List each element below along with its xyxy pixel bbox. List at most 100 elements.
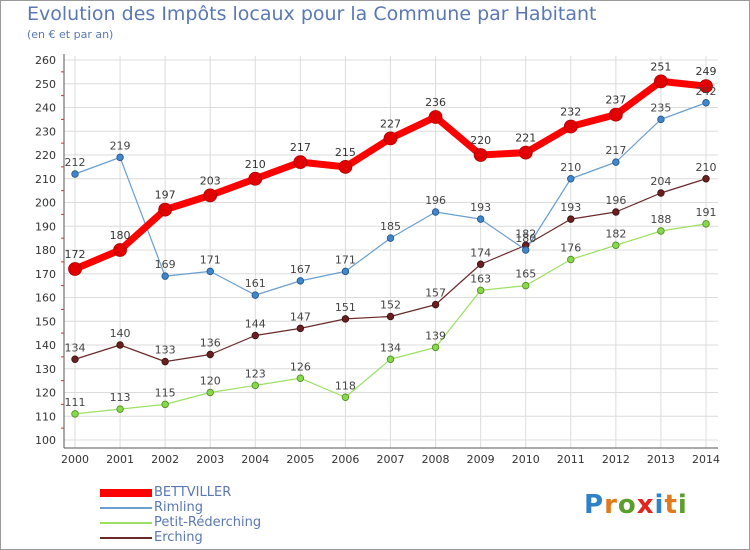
data-label-erching: 196 <box>605 194 626 207</box>
data-point-petit_rederching <box>476 286 485 295</box>
data-point-rimling <box>386 234 395 242</box>
y-tick-label: 240 <box>35 102 56 115</box>
data-point-bettviller <box>293 155 308 170</box>
data-label-erching: 157 <box>425 287 446 300</box>
data-point-rimling <box>206 267 214 276</box>
data-point-petit_rederching <box>702 220 710 228</box>
data-point-bettviller <box>473 148 488 162</box>
data-point-rimling <box>71 170 79 178</box>
data-label-bettviller: 180 <box>110 229 131 242</box>
data-label-petit_rederching: 120 <box>200 375 221 388</box>
chart-title: Evolution des Impôts locaux pour la Comm… <box>27 3 597 25</box>
y-tick-label: 120 <box>35 387 56 400</box>
data-label-petit_rederching: 111 <box>65 396 86 409</box>
data-label-erching: 134 <box>65 341 86 354</box>
logo-letter: i <box>677 490 688 520</box>
x-tick-label: 2010 <box>512 453 540 466</box>
data-label-bettviller: 215 <box>335 146 356 159</box>
data-label-petit_rederching: 139 <box>425 329 446 342</box>
data-point-bettviller <box>248 171 263 186</box>
data-point-rimling <box>296 277 305 285</box>
data-label-rimling: 235 <box>650 101 671 114</box>
data-point-bettviller <box>699 79 713 94</box>
data-point-bettviller <box>518 145 533 160</box>
data-label-petit_rederching: 134 <box>380 341 401 354</box>
data-label-erching: 144 <box>245 318 266 331</box>
chart-subtitle: (en € et par an) <box>27 28 114 41</box>
data-label-rimling: 169 <box>155 258 176 271</box>
data-point-erching <box>612 208 620 216</box>
data-point-erching <box>567 215 575 223</box>
y-tick-label: 250 <box>35 78 56 91</box>
data-label-bettviller: 227 <box>380 117 401 130</box>
x-tick-label: 2003 <box>196 453 224 466</box>
data-label-bettviller: 237 <box>605 94 626 107</box>
x-tick-label: 2002 <box>151 453 179 466</box>
data-point-petit_rederching <box>296 374 305 382</box>
x-tick-label: 2012 <box>602 453 630 466</box>
y-tick-label: 160 <box>35 292 56 305</box>
data-point-rimling <box>476 215 485 223</box>
data-label-rimling: 161 <box>245 277 266 290</box>
data-point-bettviller <box>338 159 353 174</box>
data-label-petit_rederching: 163 <box>470 272 491 285</box>
data-point-erching <box>341 315 350 323</box>
data-point-petit_rederching <box>341 393 350 401</box>
data-label-bettviller: 172 <box>65 248 86 261</box>
data-point-erching <box>657 189 665 197</box>
legend-label: BETTVILLER <box>154 485 232 500</box>
y-tick-label: 200 <box>35 197 56 210</box>
y-tick-label: 110 <box>35 410 56 423</box>
y-tick-label: 220 <box>35 149 56 162</box>
data-label-rimling: 212 <box>65 156 86 169</box>
data-label-rimling: 167 <box>290 263 311 276</box>
data-label-erching: 174 <box>470 246 491 259</box>
data-label-rimling: 217 <box>605 144 626 157</box>
data-point-bettviller <box>383 131 398 146</box>
y-tick-label: 100 <box>35 434 56 447</box>
legend-swatch <box>100 522 152 524</box>
data-label-rimling: 196 <box>425 194 446 207</box>
data-point-rimling <box>161 272 169 280</box>
data-label-bettviller: 217 <box>290 141 311 154</box>
data-label-petit_rederching: 123 <box>245 367 266 380</box>
proxiti-logo: Proxiti <box>584 490 688 520</box>
data-point-erching <box>206 350 214 359</box>
legend-label: Petit-Réderching <box>154 515 262 530</box>
logo-letter: x <box>636 490 655 520</box>
data-point-rimling <box>116 153 124 162</box>
data-point-petit_rederching <box>206 388 214 397</box>
x-tick-label: 2004 <box>241 453 269 466</box>
data-label-petit_rederching: 188 <box>650 213 671 226</box>
legend-label: Erching <box>154 530 203 545</box>
data-label-erching: 193 <box>560 201 581 214</box>
data-point-erching <box>161 357 169 366</box>
data-point-rimling <box>612 158 620 166</box>
data-point-rimling <box>431 208 440 216</box>
data-label-erching: 140 <box>110 327 131 340</box>
data-point-petit_rederching <box>386 355 395 363</box>
legend-swatch <box>100 489 152 497</box>
data-point-bettviller <box>428 110 443 124</box>
legend-swatch <box>100 507 152 509</box>
data-point-bettviller <box>68 262 82 276</box>
data-point-petit_rederching <box>522 281 530 290</box>
x-tick-label: 2006 <box>331 453 359 466</box>
data-label-bettviller: 232 <box>560 106 581 119</box>
data-point-erching <box>702 175 710 183</box>
data-label-erching: 182 <box>515 227 536 240</box>
data-point-bettviller <box>158 202 173 217</box>
data-label-petit_rederching: 191 <box>696 206 717 219</box>
data-point-erching <box>431 300 440 309</box>
data-point-petit_rederching <box>116 405 124 413</box>
y-tick-label: 150 <box>35 315 56 328</box>
logo-letter: i <box>654 490 665 520</box>
x-tick-label: 2009 <box>467 453 495 466</box>
data-label-bettviller: 221 <box>515 132 536 145</box>
y-tick-label: 210 <box>35 173 56 186</box>
data-label-petit_rederching: 115 <box>155 386 176 399</box>
data-label-erching: 204 <box>650 175 671 188</box>
data-point-rimling <box>251 291 259 299</box>
data-label-rimling: 193 <box>470 201 491 214</box>
